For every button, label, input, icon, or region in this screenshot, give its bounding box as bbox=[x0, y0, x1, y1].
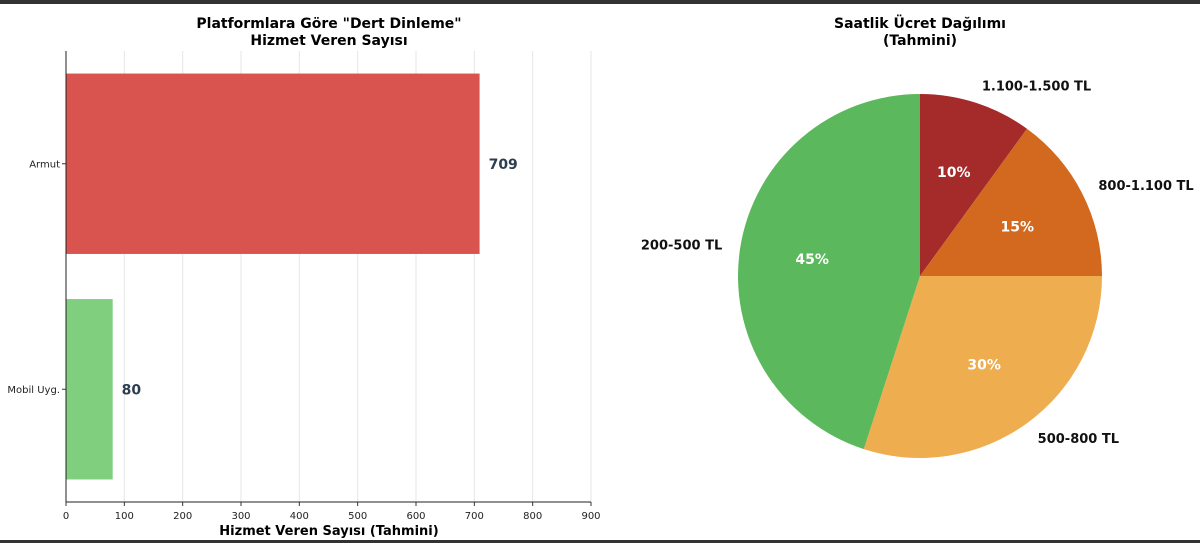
pie-slice-label: 800-1.100 TL bbox=[1098, 179, 1193, 194]
bar-x-tick-label: 300 bbox=[231, 511, 250, 522]
bar-ticks: 0 100 200 300 400 500 600 700 800 900 bbox=[62, 163, 601, 522]
bar-chart-title-line-1: Platformlara Göre "Dert Dinleme" bbox=[196, 16, 461, 32]
bar-x-tick-label: 900 bbox=[581, 511, 600, 522]
pie-slice-label: 1.100-1.500 TL bbox=[982, 80, 1091, 95]
bar-x-tick-label: 400 bbox=[290, 511, 309, 522]
pie-percent-label: 30% bbox=[967, 357, 1001, 373]
pie-slices bbox=[737, 94, 1102, 458]
bar-x-tick-label: 0 bbox=[63, 511, 69, 522]
pie-chart-title-line-2: (Tahmini) bbox=[883, 33, 957, 49]
pie-percent-label: 15% bbox=[1001, 219, 1035, 235]
bar-x-tick-label: 800 bbox=[523, 511, 542, 522]
bar-x-tick-label: 600 bbox=[406, 511, 425, 522]
pie-chart-title-line-1: Saatlik Ücret Dağılımı bbox=[834, 14, 1006, 32]
bar-chart: Platformlara Göre "Dert Dinleme" Hizmet … bbox=[7, 16, 600, 539]
bar-x-tick-label: 500 bbox=[348, 511, 367, 522]
bar-category-labels: Armut Mobil Uyg. bbox=[7, 159, 60, 396]
bar-marks bbox=[66, 73, 480, 480]
bar-axes bbox=[65, 51, 591, 503]
bar-x-tick-label: 200 bbox=[173, 511, 192, 522]
pie-slice-label: 200-500 TL bbox=[641, 239, 722, 254]
bar-x-tick-label: 700 bbox=[465, 511, 484, 522]
bar-mobil-uyg bbox=[66, 299, 113, 480]
pie-percent-label: 45% bbox=[795, 252, 829, 268]
bar-value-label: 709 bbox=[489, 157, 518, 173]
pie-slice-1-100-1-500-tl bbox=[920, 94, 1027, 276]
pie-chart: Saatlik Ücret Dağılımı (Tahmini) 1.100-1… bbox=[641, 14, 1194, 458]
chart-canvas: Platformlara Göre "Dert Dinleme" Hizmet … bbox=[7, 14, 1194, 539]
pie-slice-500-800-tl bbox=[863, 276, 1102, 458]
pie-slice-200-500-tl bbox=[737, 94, 920, 450]
bar-category-label: Armut bbox=[29, 159, 60, 170]
bar-x-axis-title: Hizmet Veren Sayısı (Tahmini) bbox=[219, 524, 438, 539]
bar-x-tick-label: 100 bbox=[115, 511, 134, 522]
pie-percent-label: 10% bbox=[937, 165, 971, 181]
bar-armut bbox=[66, 73, 480, 254]
bar-chart-title-line-2: Hizmet Veren Sayısı bbox=[250, 33, 407, 49]
pie-slice-label: 500-800 TL bbox=[1038, 432, 1119, 447]
bar-value-label: 80 bbox=[122, 382, 142, 398]
bar-value-labels: 709 80 bbox=[122, 157, 518, 399]
pie-slice-labels: 1.100-1.500 TL 800-1.100 TL 500-800 TL 200-… bbox=[641, 80, 1194, 447]
pie-percent-labels: 10% 15% 30% 45% bbox=[795, 165, 1034, 373]
bar-category-label: Mobil Uyg. bbox=[7, 385, 60, 396]
pie-slice-800-1-100-tl bbox=[920, 128, 1102, 276]
